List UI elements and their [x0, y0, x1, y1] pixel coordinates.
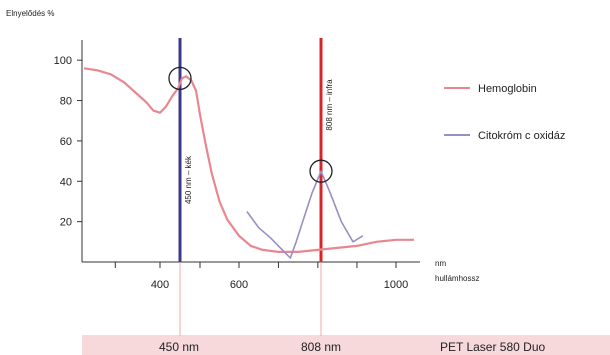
- y-tick-label: 80: [60, 96, 72, 108]
- legend: Hemoglobin Citokróm c oxidáz: [444, 83, 565, 142]
- footer-label-450: 450 nm: [159, 340, 199, 354]
- x-axis-unit: nm: [435, 259, 446, 268]
- marker-label: 450 nm – kék: [184, 155, 193, 204]
- highlight-circle: [168, 66, 192, 90]
- x-tick-label: 600: [230, 279, 248, 291]
- y-ticks: 20 40 60 80 100: [54, 55, 82, 229]
- x-tick-label: 1000: [384, 279, 408, 291]
- wavelength-markers: 450 nm – kék 808 nm – infra: [178, 38, 334, 336]
- y-tick-label: 100: [54, 55, 72, 67]
- x-axis-title: hullámhossz: [435, 274, 479, 283]
- highlight-circle: [309, 159, 333, 183]
- y-tick-label: 20: [60, 217, 72, 229]
- series-lines: [83, 67, 414, 259]
- footer-band: [82, 335, 610, 355]
- legend-label: Hemoglobin: [478, 83, 537, 95]
- x-tick-label: 400: [151, 279, 169, 291]
- footer-label-808: 808 nm: [301, 340, 341, 354]
- footer-product-name: PET Laser 580 Duo: [440, 340, 546, 354]
- y-tick-label: 60: [60, 136, 72, 148]
- highlight-circles: [168, 66, 333, 183]
- x-ticks: 400 600 1000: [114, 262, 408, 291]
- legend-label: Citokróm c oxidáz: [478, 130, 565, 142]
- y-axis-title: Elnyelődés %: [6, 9, 54, 18]
- y-tick-label: 40: [60, 176, 72, 188]
- series-line: [83, 67, 414, 253]
- series-line: [246, 170, 364, 259]
- marker-label: 808 nm – infra: [325, 79, 334, 131]
